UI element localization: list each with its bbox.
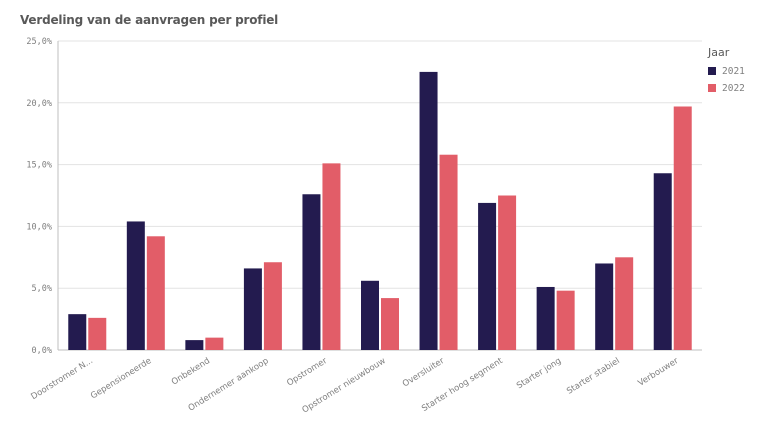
y-tick-label: 0,0% [32, 346, 52, 356]
legend-label-2021: 2021 [722, 66, 745, 77]
bar-2022[interactable] [88, 317, 107, 350]
bars [68, 71, 692, 351]
bar-2021[interactable] [478, 202, 497, 350]
bar-2022[interactable] [381, 298, 399, 350]
bar-2021[interactable] [536, 286, 555, 350]
bar-2022[interactable] [498, 195, 517, 351]
bar-2021[interactable] [68, 314, 87, 350]
x-axis: Doorstromer N...Gepensioneerde OnbekendOn… [29, 356, 680, 416]
x-tick-label: Starter stabiel [565, 356, 622, 397]
bar-2021[interactable] [653, 173, 672, 350]
x-tick-label: Oversluiter [401, 356, 447, 390]
x-tick-label: Onbekend [170, 356, 212, 387]
x-tick-label: Starter jong [515, 356, 563, 391]
bar-2021[interactable] [302, 194, 321, 350]
bar-2021[interactable] [185, 340, 204, 350]
y-tick-label: 15,0% [26, 161, 52, 171]
x-tick-label: Gepensioneerde [89, 356, 153, 401]
bar-2021[interactable] [243, 268, 262, 350]
y-tick-label: 25,0% [26, 37, 52, 47]
y-tick-label: 20,0% [26, 99, 52, 109]
legend[interactable]: Jaar 2021 2022 [707, 46, 745, 94]
legend-swatch-2022 [708, 84, 716, 92]
y-axis: 0,0% 5,0% 10,0% 15,0% 20,0% 25,0% [26, 37, 59, 356]
bar-2022[interactable] [263, 262, 282, 350]
legend-title: Jaar [707, 46, 730, 59]
x-tick-label: Doorstromer N... [29, 356, 94, 402]
bar-2022[interactable] [673, 106, 692, 351]
y-tick-label: 10,0% [26, 222, 52, 232]
legend-label-2022: 2022 [722, 83, 745, 94]
bar-2021[interactable] [595, 263, 614, 350]
bar-2022[interactable] [615, 257, 634, 350]
bar-2022[interactable] [205, 337, 224, 350]
grid-lines [58, 40, 702, 351]
bar-2022[interactable] [146, 236, 165, 350]
y-tick-label: 5,0% [32, 284, 52, 294]
x-tick-label: Verbouwer [636, 356, 680, 389]
bar-2021[interactable] [361, 280, 379, 350]
x-tick-label: Opstromer [285, 356, 329, 389]
chart-title: Verdeling van de aanvragen per profiel [20, 13, 279, 27]
bar-2021[interactable] [419, 71, 438, 351]
bar-2022[interactable] [439, 154, 458, 350]
bar-2021[interactable] [126, 221, 145, 350]
legend-swatch-2021 [708, 67, 716, 75]
bar-2022[interactable] [556, 290, 575, 350]
bar-2022[interactable] [322, 163, 341, 350]
